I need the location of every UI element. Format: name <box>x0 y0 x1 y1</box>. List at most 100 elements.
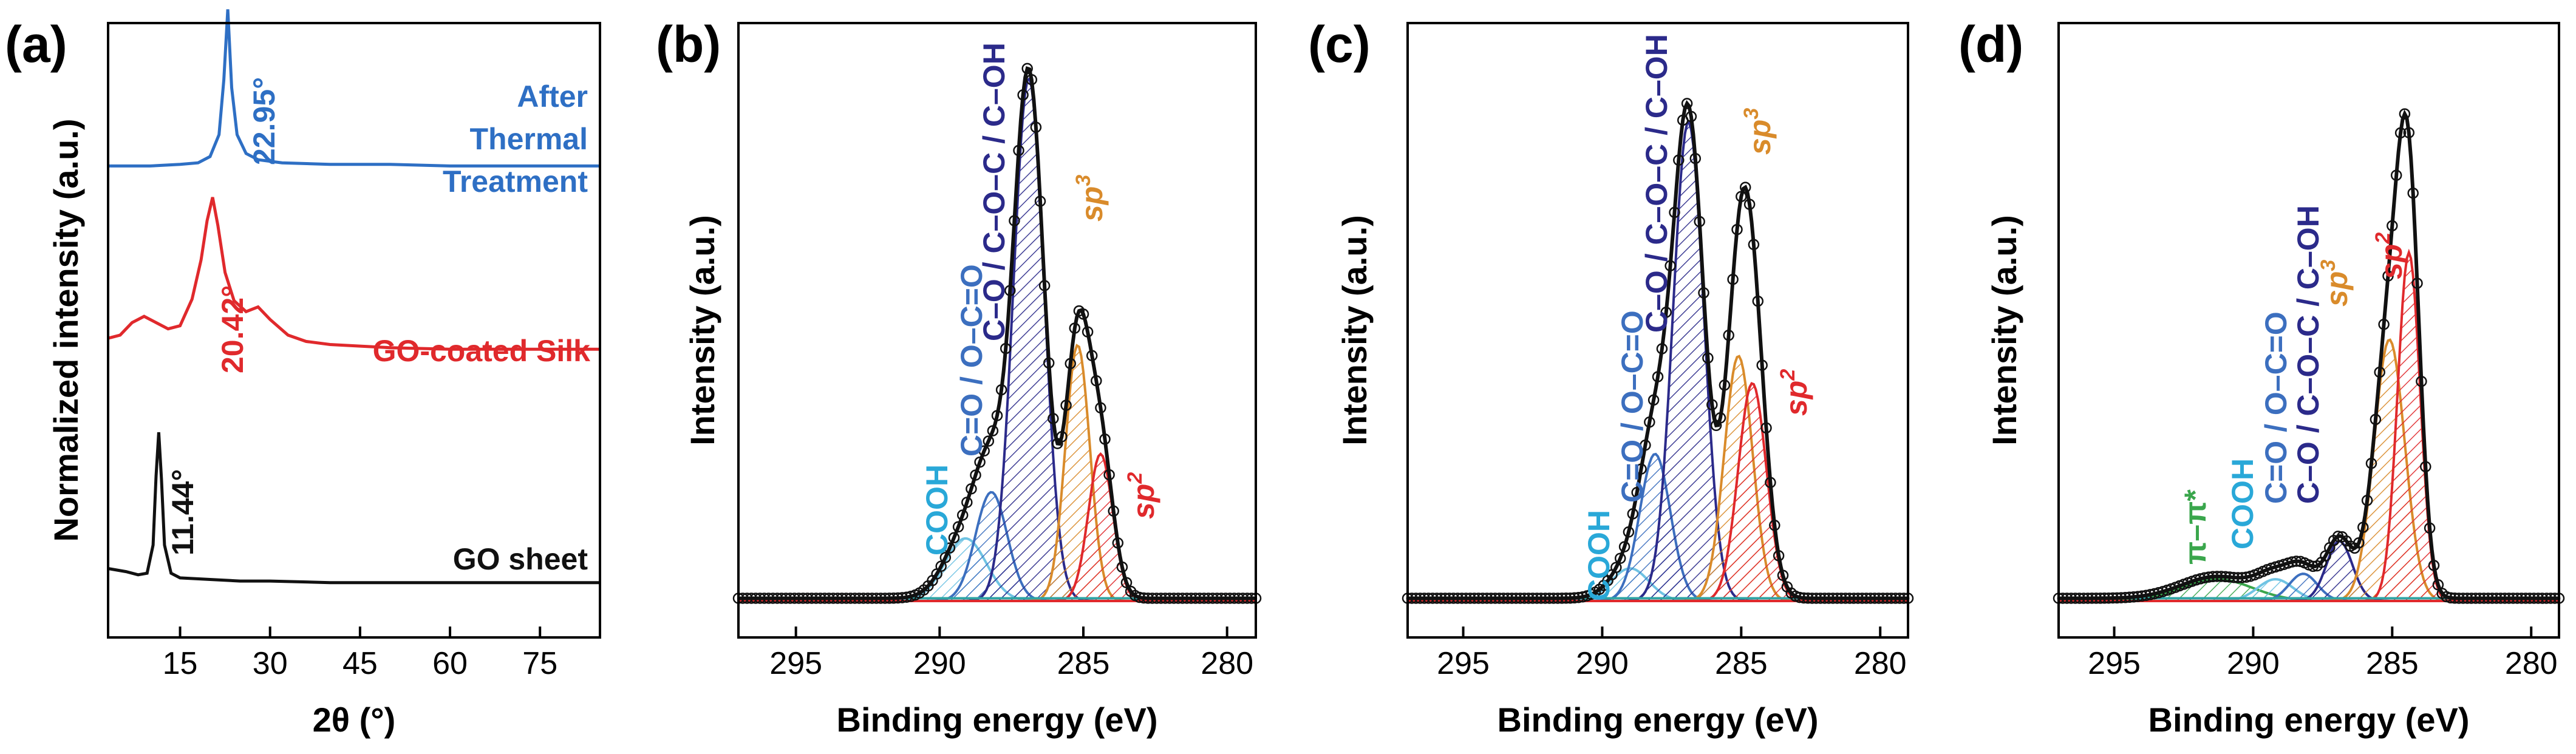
panel-d-data-point <box>2382 270 2394 282</box>
panel-a-tick-label-75: 75 <box>522 646 557 681</box>
panel-d-data-point <box>2403 127 2415 138</box>
panel-c-data-point <box>1560 593 1572 604</box>
panel-c-data-point <box>1419 593 1430 604</box>
panel-d-tick-label-280: 280 <box>2505 646 2558 681</box>
panel-c-data-point <box>1727 273 1739 285</box>
panel-b-sp3-text: sp <box>1075 186 1109 222</box>
panel-c-data-point <box>1748 239 1760 251</box>
panel-d-x-ticks: 295 290 285 280 <box>2088 627 2558 681</box>
panel-c-data-point <box>1544 593 1555 604</box>
panel-b-data-point <box>974 456 986 468</box>
panel-d-data-point <box>2461 593 2473 604</box>
panel-d-data-point <box>2378 319 2390 330</box>
panel-b-data-point <box>771 593 783 604</box>
panel-b-data-point <box>952 521 964 533</box>
panel-b-co-label: C=O / O–C=O <box>955 264 989 457</box>
panel-c-data-point <box>1869 593 1881 604</box>
panel-b-sp3-label: sp3 <box>1072 175 1109 222</box>
panel-b-sp3-sup: 3 <box>1072 175 1095 186</box>
panel-c-data-point <box>1631 486 1643 498</box>
panel-c-data-point <box>1489 593 1501 604</box>
panel-b-data-point <box>1120 577 1133 588</box>
panel-b-data-point <box>754 593 766 604</box>
panel-b-data-point <box>836 593 848 604</box>
panel-c-data-point <box>1769 520 1780 531</box>
panel-c-data-point <box>1673 154 1685 166</box>
panel-d: (d) 295 290 285 280 Binding energy (eV) Int… <box>1958 16 2565 739</box>
panel-b-data-point <box>1155 593 1167 604</box>
panel-d-data-point <box>2107 592 2119 604</box>
panel-b-data-point <box>775 593 788 604</box>
panel-b-data-point <box>1181 593 1193 604</box>
panel-b-data-point <box>983 435 995 447</box>
panel-b: (b) 295 290 285 280 Binding energy (eV) Int… <box>656 16 1262 739</box>
panel-c-data-point <box>1539 593 1551 604</box>
panel-d-data-point <box>2361 495 2373 506</box>
panel-b-data-point <box>810 593 822 604</box>
series-go-coated-silk-line <box>107 197 600 351</box>
panel-c-co-label: C=O / O–C=O <box>1615 310 1649 503</box>
panel-d-data-point <box>2399 108 2411 120</box>
panel-c-data-point <box>1468 593 1481 604</box>
panel-b-data-point <box>875 593 887 604</box>
panel-d-data-point <box>2291 555 2302 567</box>
panel-b-data-point <box>746 593 757 604</box>
label-go-sheet: GO sheet <box>453 542 588 576</box>
panel-d-data-point <box>2524 593 2536 604</box>
panel-b-data-point <box>1034 195 1046 207</box>
panel-b-data-point <box>853 593 865 604</box>
panel-c-data-point <box>1802 593 1814 604</box>
panel-c-data-point <box>1702 352 1714 364</box>
panel-d-data-point <box>2424 522 2436 534</box>
panel-c-data-point <box>1698 287 1709 299</box>
panel-b-data-point <box>1224 593 1236 604</box>
panel-b-data-point <box>1241 593 1253 604</box>
panel-b-data-point <box>1103 469 1115 481</box>
panel-d-data-point <box>2390 169 2402 181</box>
panel-c-tick-label-285: 285 <box>1715 646 1768 681</box>
panel-d-sp2-text: sp <box>2374 244 2408 279</box>
panel-d-data-point <box>2545 593 2557 604</box>
panel-d-data-point <box>2520 593 2532 604</box>
panel-c-data-point <box>1736 191 1747 202</box>
panel-c-data-point <box>1881 593 1893 604</box>
panel-c-data-point <box>1656 343 1668 355</box>
panel-d-data-point <box>2224 571 2235 583</box>
panel-d-data-point <box>2495 593 2507 604</box>
panel-d-sp3-sup: 3 <box>2317 260 2340 271</box>
panel-c-sp2-text: sp <box>1779 381 1813 416</box>
panel-d-data-point <box>2445 592 2456 604</box>
panel-d-data-point <box>2199 572 2210 584</box>
panel-a-tick-label-15: 15 <box>163 646 198 681</box>
label-go-coated-silk: GO-coated Silk <box>373 334 591 368</box>
panel-d-data-point <box>2082 593 2094 604</box>
panel-d-label: (d) <box>1958 16 2023 73</box>
panel-c-data-point <box>1423 593 1434 604</box>
panel-c-data-point <box>1823 593 1835 604</box>
panel-d-data-point <box>2136 590 2148 602</box>
panel-c-data-point <box>1877 593 1889 604</box>
panel-d-data-point <box>2099 593 2110 604</box>
panel-c-data-point <box>1685 110 1697 123</box>
label-after: After <box>517 80 588 114</box>
panel-c-data-point <box>1814 593 1827 604</box>
panel-d-data-point <box>2061 593 2073 604</box>
panel-b-data-point <box>866 593 878 604</box>
panel-b-data-point <box>1095 402 1106 414</box>
panel-b-data-point <box>857 593 870 604</box>
panel-c-data-point <box>1665 260 1676 272</box>
panel-c-data-point <box>1681 98 1693 109</box>
panel-c-data-point <box>1660 307 1672 318</box>
panel-b-data-point <box>1190 593 1201 604</box>
panel-b-data-point <box>970 469 981 481</box>
panel-c-data-point <box>1460 593 1472 604</box>
panel-d-data-point <box>2103 592 2114 604</box>
panel-d-data-point <box>2207 571 2219 583</box>
panel-b-data-point <box>995 384 1007 396</box>
panel-c: (c) 295 290 285 280 Binding energy (eV) Int… <box>1308 16 1914 739</box>
panel-c-data-point <box>1694 216 1705 228</box>
panel-d-sp2-sup: 2 <box>2371 233 2394 245</box>
panel-c-frame <box>1406 22 1909 639</box>
panel-d-co-label: C=O / O–C=O <box>2259 311 2293 504</box>
